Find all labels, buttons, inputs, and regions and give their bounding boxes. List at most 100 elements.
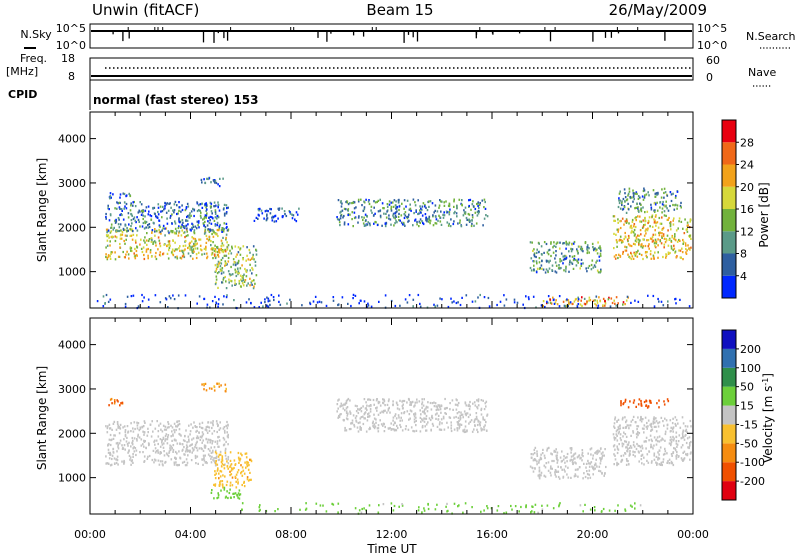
velocity-cell — [414, 404, 416, 407]
velocity-cell — [229, 459, 232, 462]
velocity-cell — [322, 504, 324, 507]
power-cell — [244, 267, 246, 271]
power-cell — [133, 200, 135, 204]
velocity-cell — [119, 427, 122, 430]
velocity-cell — [372, 425, 375, 428]
power-cell — [438, 206, 440, 209]
velocity-cell — [181, 443, 184, 446]
power-cell — [595, 249, 597, 252]
velocity-cell — [344, 409, 346, 412]
power-cell — [403, 199, 406, 202]
velocity-cell — [194, 454, 197, 457]
velocity-cell — [621, 458, 624, 461]
velocity-cell — [460, 411, 462, 414]
power-cell — [394, 214, 397, 217]
velocity-cell — [536, 450, 538, 453]
power-cell — [185, 234, 188, 238]
power-cell — [345, 200, 347, 204]
velocity-cell — [658, 453, 660, 456]
velocity-cell — [440, 411, 442, 414]
velocity-cell — [424, 425, 426, 428]
velocity-cell — [660, 461, 663, 464]
power-cell — [363, 208, 366, 211]
velocity-cell — [231, 467, 233, 470]
velocity-cell — [677, 422, 679, 425]
velocity-cell — [163, 428, 166, 431]
velocity-cell — [653, 436, 656, 439]
power-cell — [214, 205, 216, 208]
power-cell — [425, 206, 427, 209]
velocity-cell — [668, 442, 671, 445]
power-cell — [643, 196, 646, 199]
power-cell — [408, 294, 411, 297]
power-cell — [609, 305, 612, 308]
power-cell — [403, 207, 405, 210]
power-cell — [242, 275, 244, 278]
power-cell — [568, 270, 570, 273]
power-cell — [627, 243, 630, 246]
velocity-cell — [655, 439, 657, 442]
velocity-cell — [544, 475, 547, 478]
power-cell — [166, 252, 169, 255]
velocity-cell — [225, 390, 227, 393]
velocity-cell — [221, 480, 224, 483]
power-cell — [133, 216, 136, 219]
power-cell — [476, 202, 478, 206]
velocity-cell — [238, 494, 241, 497]
power-cell — [426, 220, 428, 223]
velocity-cell — [154, 447, 157, 450]
power-cell — [624, 220, 627, 223]
power-cell — [476, 214, 479, 217]
power-cell — [645, 251, 647, 254]
velocity-cell — [676, 450, 678, 454]
velocity-cell — [221, 483, 224, 486]
power-cell — [352, 293, 355, 296]
velocity-cell — [336, 410, 338, 413]
velocity-cell — [132, 461, 134, 464]
velocity-cell — [457, 505, 459, 508]
power-cell — [442, 216, 445, 219]
colorbar-segment — [722, 348, 736, 368]
power-cell — [579, 267, 581, 270]
velocity-cell — [485, 400, 488, 403]
velocity-cell — [617, 418, 620, 421]
velocity-cell — [634, 455, 636, 458]
velocity-cell — [108, 438, 111, 441]
power-cell — [673, 217, 675, 220]
power-cell — [139, 243, 141, 246]
velocity-cell — [162, 424, 165, 427]
power-cell — [483, 217, 486, 220]
power-cell — [167, 240, 170, 243]
power-cell — [670, 245, 673, 248]
velocity-cell — [433, 405, 436, 408]
velocity-cell — [670, 442, 672, 445]
power-cell — [577, 298, 580, 301]
power-cell — [218, 227, 221, 230]
power-cell — [613, 232, 615, 235]
power-cell — [127, 229, 129, 232]
velocity-cell — [675, 455, 677, 458]
velocity-cell — [158, 424, 160, 427]
velocity-cell — [398, 416, 400, 419]
velocity-cell — [430, 408, 433, 411]
velocity-cell — [591, 465, 593, 468]
power-cell — [637, 209, 640, 212]
power-cell — [217, 302, 220, 306]
velocity-cell — [360, 410, 363, 413]
velocity-cell — [140, 438, 143, 441]
power-cell — [645, 254, 648, 257]
power-cell — [332, 296, 335, 299]
power-cell — [191, 236, 193, 239]
power-cell — [209, 229, 212, 232]
velocity-cell — [167, 434, 170, 437]
velocity-cell — [227, 433, 229, 436]
power-cell — [465, 294, 468, 297]
power-cell — [635, 237, 638, 240]
power-cell — [556, 303, 559, 306]
power-cell — [648, 247, 650, 250]
power-cell — [114, 251, 116, 254]
velocity-cell — [689, 419, 692, 423]
velocity-cell — [107, 425, 109, 428]
velocity-cell — [222, 436, 225, 440]
power-cell — [569, 301, 572, 304]
